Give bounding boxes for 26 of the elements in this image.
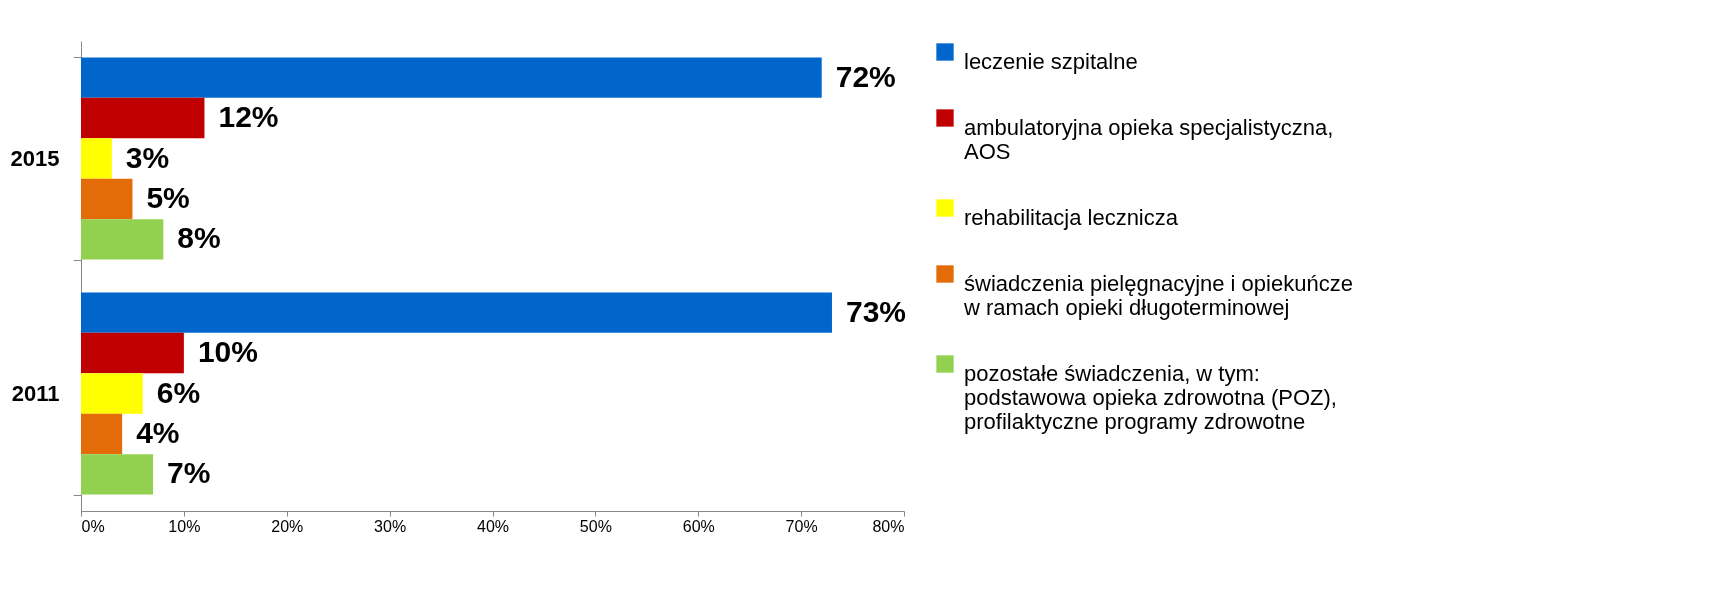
data-label: 10% [197, 335, 258, 369]
data-label: 7% [167, 456, 211, 490]
x-tick-label: 50% [579, 517, 612, 535]
data-label: 5% [146, 180, 190, 214]
data-label: 4% [136, 415, 180, 449]
legend-label: ambulatoryjna opieka specjalistyczna, AOS [964, 115, 1334, 164]
x-tick-label: 0% [81, 517, 105, 535]
x-tick-label: 10% [168, 517, 201, 535]
data-label: 6% [156, 375, 201, 409]
legend-label: pozostałe świadczenia, w tym: podstawowa opieka zdrowotna (POZ), profilaktyczne programy zdrowotne [964, 361, 1337, 434]
x-tick-label: 80% [872, 517, 905, 535]
legend-label: leczenie szpitalne [964, 49, 1138, 74]
data-label: 72% [835, 59, 896, 93]
x-tick-label: 30% [374, 517, 407, 535]
data-label: 8% [177, 221, 221, 255]
y-tick-label: 2015 [10, 146, 60, 171]
x-tick-label: 20% [271, 517, 304, 535]
x-tick-label: 70% [785, 517, 818, 535]
y-tick-label: 2011 [11, 381, 60, 406]
data-label: 3% [125, 140, 170, 174]
legend-label: świadczenia pielęgnacyjne i opiekuńcze w ramach opieki długoterminowej [963, 271, 1353, 320]
x-tick-label: 40% [476, 517, 510, 535]
data-label: 12% [218, 100, 279, 134]
legend-label: rehabilitacja lecznicza [964, 205, 1179, 230]
x-tick-label: 60% [682, 517, 715, 535]
data-label: 73% [845, 294, 907, 328]
